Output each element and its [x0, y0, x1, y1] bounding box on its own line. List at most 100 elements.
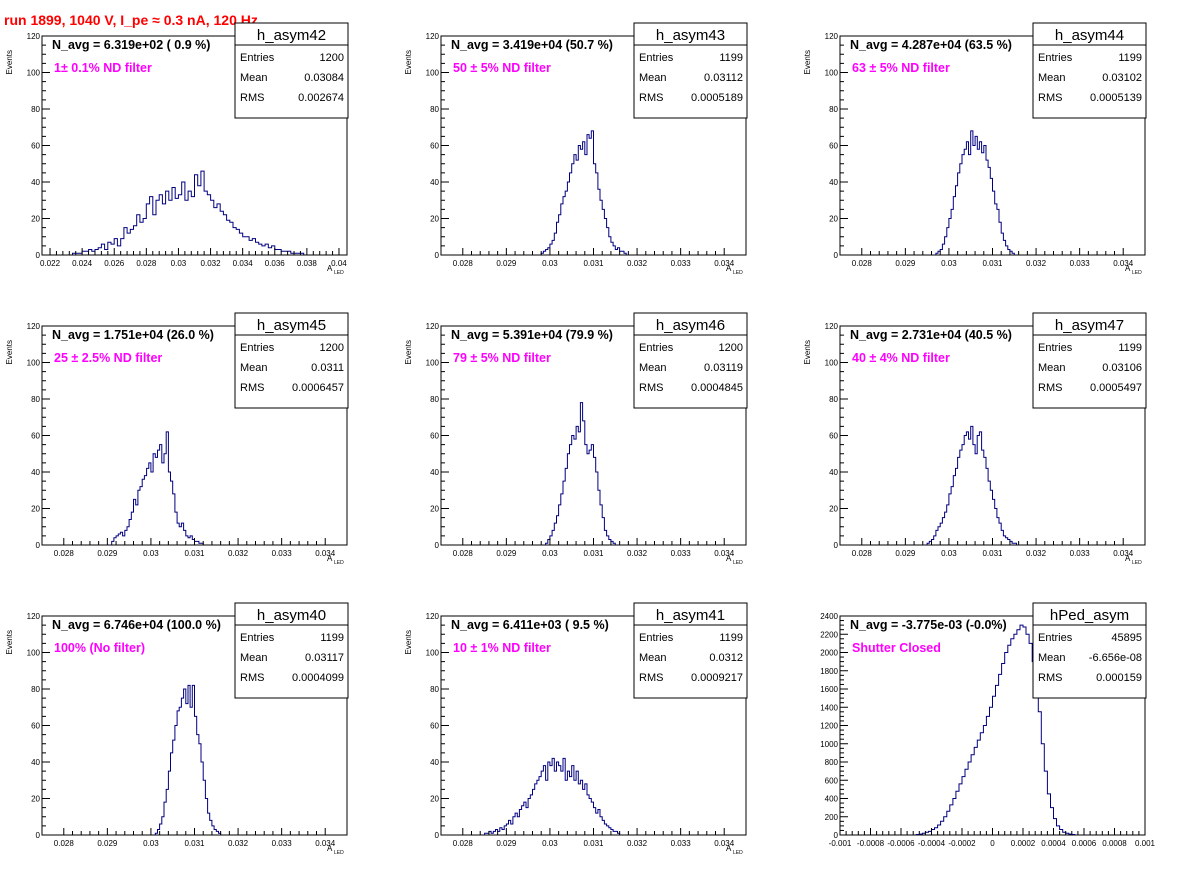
panel-1-x-tick-label: 0.033 — [671, 259, 692, 268]
panel-2-stats-entries-label: Entries — [1038, 52, 1073, 64]
panel-4-stats-box — [633, 312, 748, 409]
panel-6-stats-mean-value: 0.03117 — [305, 652, 344, 664]
panel-1-x-tick-label: 0.029 — [496, 259, 517, 268]
panel-7-stats-rms-value: 0.0009217 — [691, 672, 743, 684]
panel-1-stats-mean-value: 0.03112 — [704, 72, 743, 84]
panel-4-stats-mean-value: 0.03119 — [704, 362, 743, 374]
panel-5-y-tick-label: 80 — [829, 395, 838, 404]
panel-1-y-tick-label: 60 — [430, 142, 439, 151]
panel-1-histogram-line — [540, 130, 627, 255]
panel-0-y-tick-label: 80 — [31, 105, 40, 114]
panel-0-stats-box — [234, 22, 349, 119]
panel-6-stats-entries-value: 1199 — [320, 632, 344, 644]
panel-3-stats-rms-value: 0.0006457 — [292, 382, 344, 394]
panel-7-y-tick-label: 60 — [430, 722, 439, 731]
panel-2-x-tick-label: 0.028 — [852, 259, 873, 268]
run-title: run 1899, 1040 V, I_pe ≈ 0.3 nA, 120 Hz — [4, 12, 258, 28]
panel-2-stats-rms-value: 0.0005139 — [1090, 92, 1142, 104]
panel-1-stats-entries-value: 1199 — [719, 52, 743, 64]
panel-5-x-tick-label: 0.028 — [852, 549, 873, 558]
panel-1-x-axis-subscript: LED — [733, 270, 743, 276]
panel-7-stats-box — [633, 602, 748, 699]
panel-6-y-axis-title: Events — [5, 630, 14, 654]
panel-2-x-tick-label: 0.032 — [1026, 259, 1047, 268]
panel-0-y-tick-label: 60 — [31, 142, 40, 151]
panel-3-y-tick-label: 20 — [31, 505, 40, 514]
panel-2-y-tick-label: 60 — [829, 142, 838, 151]
panel-5-y-tick-label: 100 — [825, 359, 839, 368]
panel-4-x-tick-label: 0.029 — [496, 549, 517, 558]
panel-0-x-tick-label: 0.03 — [171, 259, 187, 268]
panel-0-filter-annotation: 1± 0.1% ND filter — [54, 61, 152, 75]
panel-8-y-tick-label: 1800 — [820, 667, 838, 676]
panel-8-filter-annotation: Shutter Closed — [852, 641, 941, 655]
panel-1-y-tick-label: 0 — [435, 251, 440, 260]
panel-6-x-tick-label: 0.028 — [54, 839, 75, 848]
panel-3-histogram-line — [111, 431, 204, 545]
panel-4-x-tick-label: 0.031 — [583, 549, 604, 558]
panel-8-stats-rms-value: 0.000159 — [1096, 672, 1142, 684]
panel-0-x-axis-title: A — [327, 264, 333, 273]
panel-1-y-tick-label: 100 — [426, 69, 440, 78]
panel-4-navg-label: N_avg = 5.391e+04 (79.9 %) — [451, 328, 613, 342]
panel-1-x-tick-label: 0.032 — [627, 259, 648, 268]
panel-8-y-tick-label: 1200 — [820, 722, 838, 731]
panel-5-x-tick-label: 0.034 — [1113, 549, 1134, 558]
panel-2-x-tick-label: 0.033 — [1070, 259, 1091, 268]
panel-5-y-axis-title: Events — [803, 340, 812, 364]
panel-7-x-tick-label: 0.033 — [671, 839, 692, 848]
panel-4-y-tick-label: 0 — [435, 541, 440, 550]
panel-5-x-tick-label: 0.031 — [982, 549, 1003, 558]
panel-5-x-axis-title: A — [1125, 554, 1131, 563]
panel-7-x-tick-label: 0.032 — [627, 839, 648, 848]
panel-0-stats-title: h_asym42 — [257, 27, 326, 44]
panel-8-stats-entries-value: 45895 — [1111, 632, 1142, 644]
panel-1-stats-mean-label: Mean — [639, 72, 667, 84]
panel-7-x-tick-label: 0.028 — [453, 839, 474, 848]
panel-3-stats-title: h_asym45 — [257, 317, 326, 334]
panel-0-y-tick-label: 0 — [36, 251, 41, 260]
panel-4-stats-rms-value: 0.0004845 — [691, 382, 743, 394]
panel-5-y-tick-label: 120 — [825, 322, 839, 331]
panel-7-y-tick-label: 20 — [430, 795, 439, 804]
panel-5-y-tick-label: 0 — [834, 541, 839, 550]
panel-2-histogram-line — [935, 130, 1015, 255]
panel-0-x-tick-label: 0.04 — [331, 259, 347, 268]
panel-4-y-tick-label: 100 — [426, 359, 440, 368]
panel-5-x-tick-label: 0.033 — [1070, 549, 1091, 558]
panel-8-navg-label: N_avg = -3.775e-03 (-0.0%) — [850, 618, 1007, 632]
panel-3-y-tick-label: 120 — [27, 322, 41, 331]
panel-0-x-tick-label: 0.034 — [233, 259, 254, 268]
panel-4-stats-entries-label: Entries — [639, 342, 674, 354]
panel-0-x-tick-label: 0.036 — [265, 259, 286, 268]
panel-8-y-tick-label: 0 — [834, 831, 839, 840]
panel-5-stats-entries-label: Entries — [1038, 342, 1073, 354]
panel-0-histogram-line — [72, 170, 305, 255]
panel-2-x-tick-label: 0.034 — [1113, 259, 1134, 268]
panel-7-x-axis-subscript: LED — [733, 850, 743, 856]
panel-5-navg-label: N_avg = 2.731e+04 (40.5 %) — [850, 328, 1012, 342]
panel-2-stats-entries-value: 1199 — [1118, 52, 1142, 64]
panel-0-stats-entries-value: 1200 — [320, 52, 344, 64]
panel-0-stats-mean-value: 0.03084 — [304, 72, 344, 84]
panel-5-stats-rms-value: 0.0005497 — [1090, 382, 1142, 394]
panel-7-x-tick-label: 0.03 — [542, 839, 558, 848]
panel-3-stats-mean-label: Mean — [240, 362, 268, 374]
panel-7-x-tick-label: 0.029 — [496, 839, 517, 848]
panel-7-stats-mean-label: Mean — [639, 652, 667, 664]
panel-8-x-tick-label: 0 — [990, 839, 995, 848]
panel-7-y-tick-label: 40 — [430, 758, 439, 767]
panel-8-y-tick-label: 400 — [825, 795, 839, 804]
panel-3-x-tick-label: 0.033 — [272, 549, 293, 558]
panel-3-y-tick-label: 60 — [31, 432, 40, 441]
panel-0-x-tick-label: 0.032 — [201, 259, 222, 268]
panel-7-stats-rms-label: RMS — [639, 672, 663, 684]
panel-4-filter-annotation: 79 ± 5% ND filter — [453, 351, 551, 365]
panel-5-stats-title: h_asym47 — [1055, 317, 1124, 334]
panel-6-y-tick-label: 0 — [36, 831, 41, 840]
panel-2-x-axis-title: A — [1125, 264, 1131, 273]
panel-6-y-tick-label: 80 — [31, 685, 40, 694]
panel-3-x-tick-label: 0.029 — [97, 549, 118, 558]
panel-5-y-tick-label: 20 — [829, 505, 838, 514]
panel-8-stats-title: hPed_asym — [1050, 607, 1129, 624]
